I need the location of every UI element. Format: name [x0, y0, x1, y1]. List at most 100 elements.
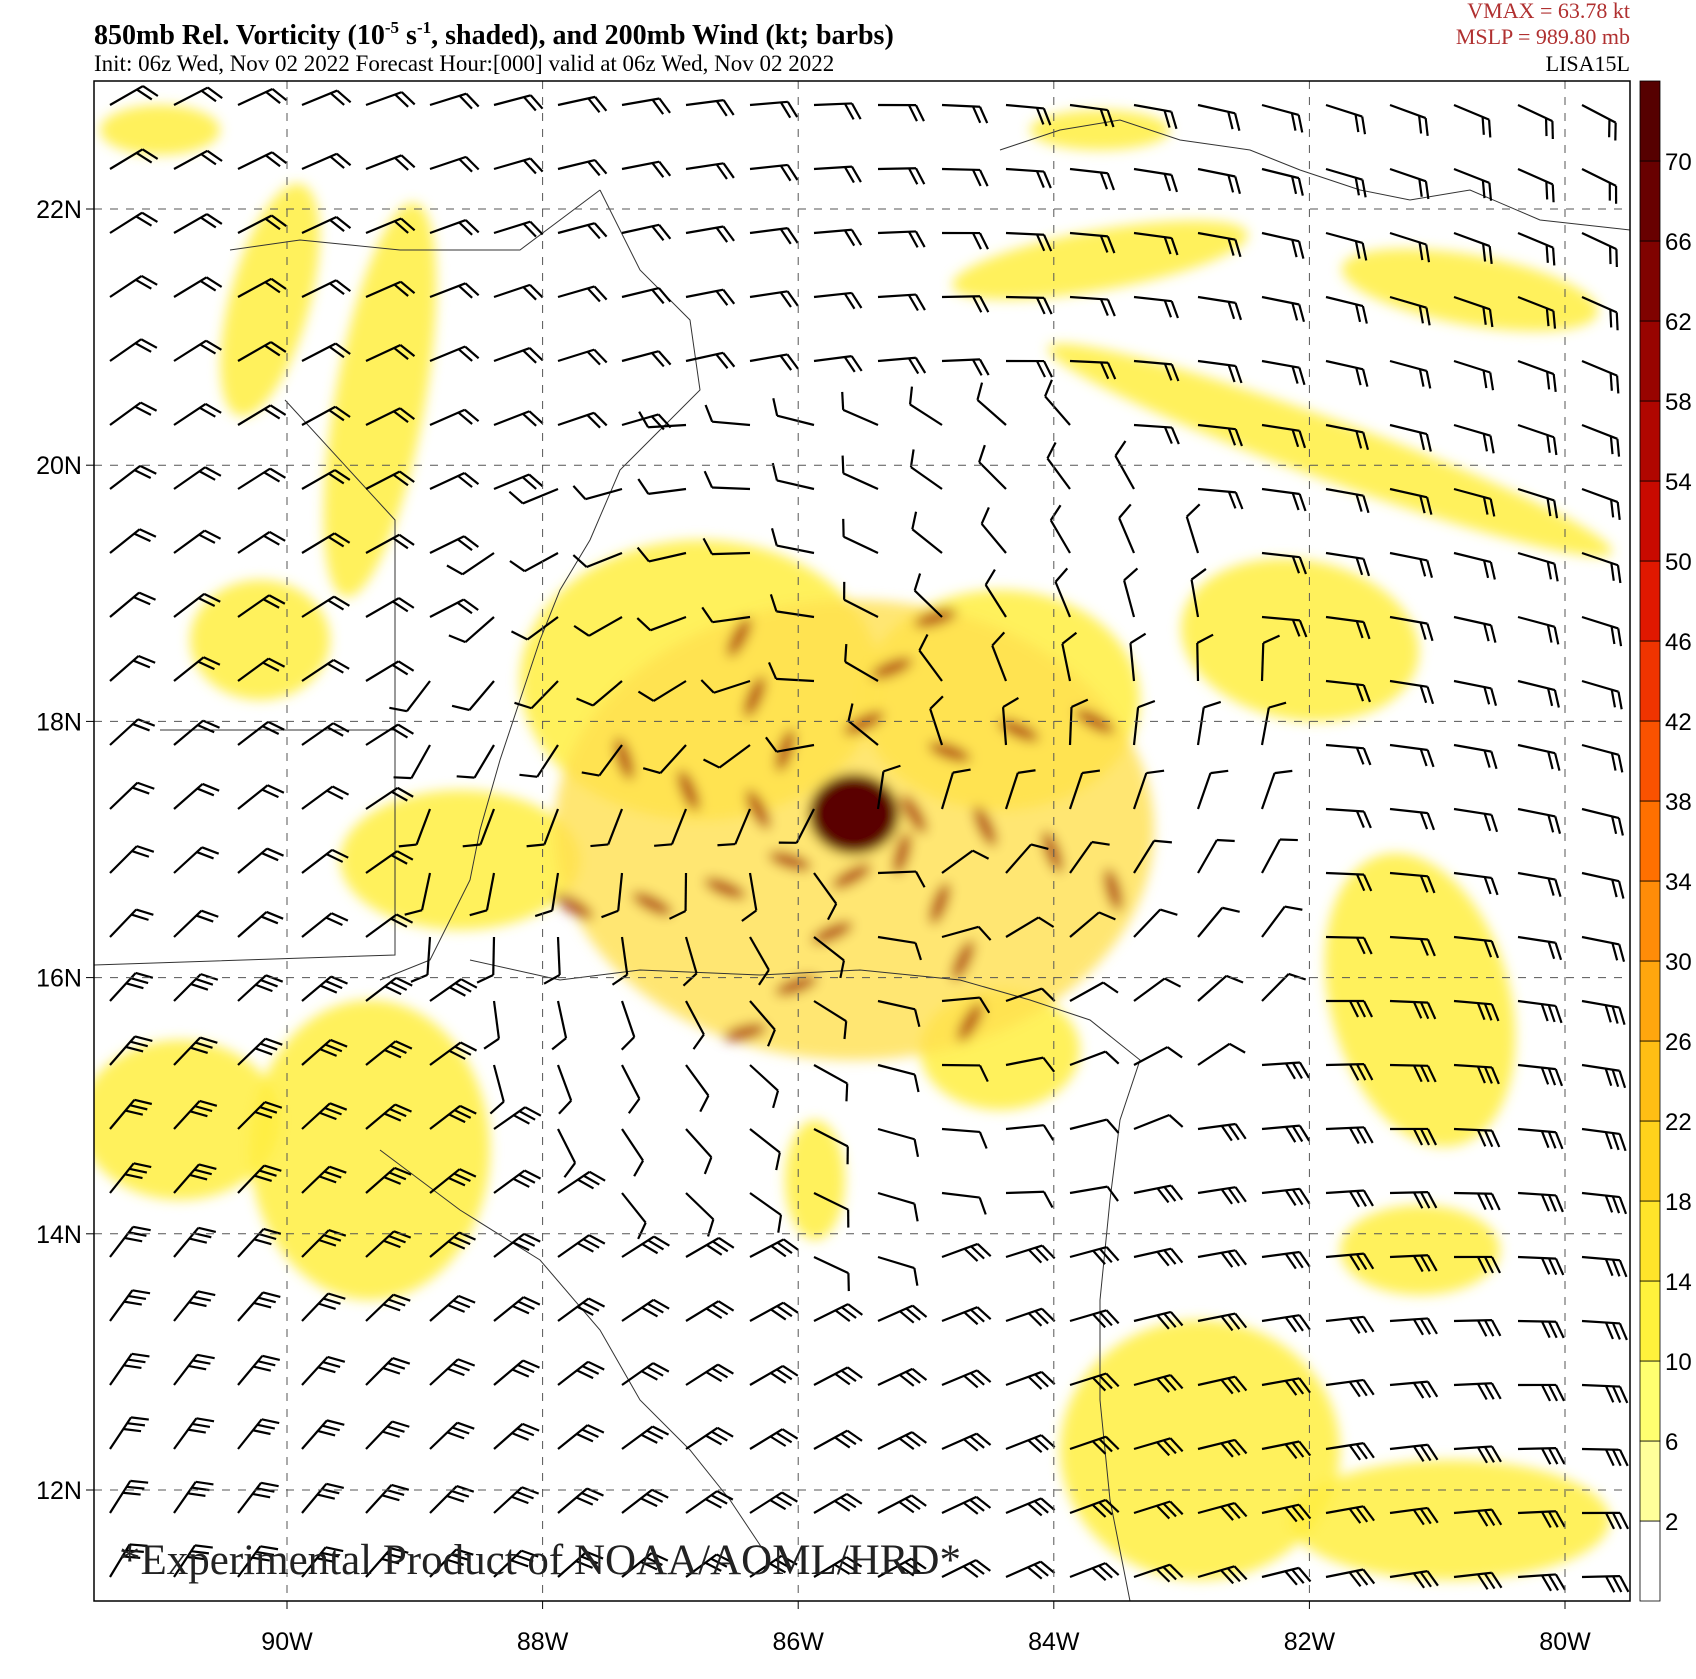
vorticity-band: [929, 882, 950, 925]
wind-barb: [476, 936, 496, 984]
wind-barb: [685, 1192, 715, 1237]
wind-barb: [573, 616, 623, 637]
barb-staff: [621, 1064, 641, 1100]
barb-feather: [1284, 1507, 1298, 1523]
barb-feather: [326, 853, 344, 863]
barb-feather: [847, 1366, 863, 1379]
barb-staff: [713, 679, 751, 694]
barb-feather: [394, 93, 409, 108]
barb-feather: [980, 506, 990, 525]
barb-feather: [1284, 1126, 1297, 1143]
wind-barb: [717, 808, 752, 847]
wind-barb: [1325, 295, 1368, 324]
barb-feather: [268, 594, 286, 605]
barb-staff: [813, 872, 838, 905]
barb-staff: [685, 1236, 720, 1258]
wind-barb: [109, 654, 156, 682]
barb-feather: [1554, 1573, 1566, 1591]
wind-barb: [813, 291, 863, 310]
barb-feather: [1412, 1509, 1425, 1526]
wind-barb: [451, 680, 495, 712]
colorbar-box: [1639, 1200, 1661, 1282]
wind-barb: [109, 1416, 149, 1450]
barb-feather: [1298, 1061, 1310, 1079]
wind-barb: [1453, 1127, 1501, 1148]
barb-feather: [1419, 1381, 1432, 1399]
wind-barb: [483, 1000, 501, 1050]
wind-barb: [1069, 911, 1116, 938]
wind-barb: [493, 220, 544, 238]
barb-feather: [1548, 1321, 1558, 1339]
wind-barb: [1517, 295, 1557, 329]
wind-barb: [1261, 1061, 1310, 1080]
barb-feather: [255, 983, 273, 993]
wind-barb: [1581, 168, 1618, 204]
barb-feather: [582, 1365, 600, 1375]
barb-feather: [206, 213, 223, 225]
barb-staff: [941, 1495, 977, 1514]
wind-barb: [685, 351, 736, 369]
barb-feather: [1610, 689, 1617, 708]
barb-feather: [637, 1222, 647, 1240]
barb-feather: [204, 466, 222, 477]
wind-barb: [557, 1550, 604, 1578]
wind-barb: [1453, 423, 1495, 454]
barb-feather: [451, 704, 470, 712]
wind-barb: [1581, 487, 1621, 520]
barb-feather: [452, 1362, 470, 1372]
barb-feather: [1356, 1000, 1366, 1018]
barb-feather: [271, 214, 287, 227]
barb-staff: [301, 89, 338, 107]
barb-staff: [1069, 295, 1108, 301]
barb-feather: [317, 1366, 336, 1374]
wind-barb: [842, 518, 879, 554]
barb-feather: [1484, 1256, 1495, 1274]
barb-feather: [1611, 942, 1619, 961]
barb-feather: [1268, 701, 1287, 709]
wind-barb: [557, 1297, 606, 1322]
barb-feather: [576, 697, 594, 707]
wind-barb: [301, 1419, 345, 1450]
barb-feather: [845, 1083, 849, 1102]
barb-feather: [454, 1045, 472, 1056]
wind-barb: [1581, 615, 1623, 647]
barb-feather: [1362, 1505, 1375, 1522]
barb-feather: [898, 1500, 915, 1514]
barb-feather: [1348, 1190, 1360, 1208]
barb-feather: [1489, 435, 1495, 454]
barb-feather: [976, 1306, 992, 1320]
barb-feather: [1168, 1114, 1184, 1128]
barb-feather: [1082, 769, 1101, 775]
barb-feather: [397, 786, 414, 798]
barb-feather: [772, 398, 779, 416]
barb-feather: [979, 295, 990, 313]
barb-feather: [1105, 1118, 1120, 1134]
barb-feather: [1413, 1065, 1423, 1083]
barb-feather: [327, 599, 345, 611]
barb-feather: [1041, 1307, 1056, 1323]
barb-feather: [203, 592, 221, 603]
wind-barb: [702, 537, 751, 556]
barb-feather: [518, 1237, 536, 1247]
wind-barb: [1068, 698, 1089, 746]
barb-staff: [976, 399, 1007, 426]
barb-feather: [1483, 939, 1493, 958]
barb-feather: [1482, 433, 1489, 452]
barb-feather: [913, 1139, 920, 1158]
wind-barb: [173, 909, 219, 938]
barb-staff: [1069, 1118, 1108, 1131]
barb-feather: [1541, 1511, 1552, 1529]
barb-feather: [124, 1173, 143, 1180]
barb-feather: [523, 1232, 541, 1243]
wind-barb: [365, 344, 416, 362]
wind-barb: [173, 339, 222, 362]
barb-feather: [770, 1244, 787, 1258]
wind-barb: [1389, 295, 1431, 326]
barb-feather: [1042, 1124, 1055, 1141]
barb-staff: [813, 1192, 849, 1211]
barb-feather: [1348, 1381, 1361, 1398]
barb-feather: [399, 470, 415, 483]
barb-feather: [448, 1176, 466, 1187]
wind-barb: [1261, 231, 1305, 259]
wind-barb: [1517, 807, 1562, 834]
